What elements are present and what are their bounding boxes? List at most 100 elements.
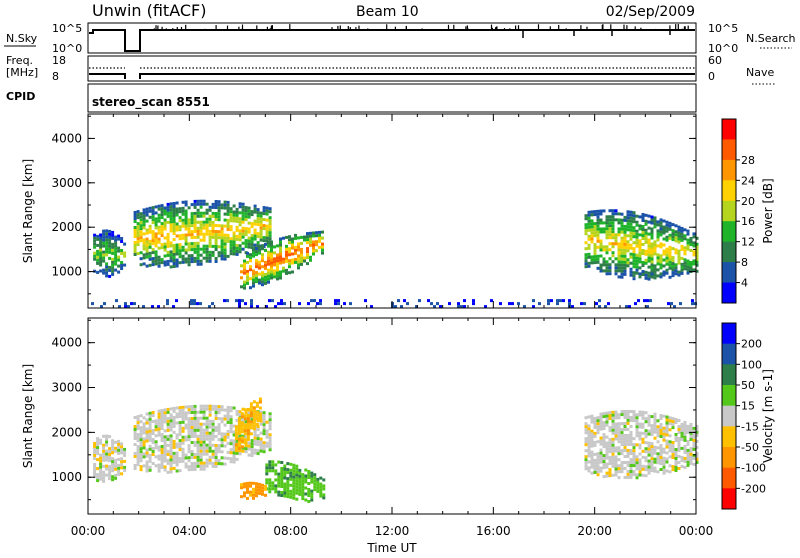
data-cell [280,302,283,306]
data-cell [262,423,266,427]
data-cell [205,244,209,248]
data-cell [247,239,251,243]
data-cell [172,259,176,262]
y-tick-label: 4000 [51,131,82,145]
data-cell [139,212,143,216]
data-cell [105,464,109,468]
data-cell [139,263,143,267]
data-cell [241,419,245,423]
data-cell [258,281,261,285]
data-cell [641,437,645,441]
data-cell [620,440,624,444]
data-cell [656,253,660,257]
data-cell [653,460,657,464]
data-cell [157,445,161,449]
data-cell [220,251,224,255]
data-cell [136,216,140,220]
data-cell [142,440,146,444]
data-cell [250,302,253,306]
data-cell [175,252,179,256]
data-cell [226,411,230,415]
data-cell [217,447,221,451]
data-cell [148,209,152,213]
data-cell [205,220,209,224]
data-cell [252,281,255,285]
data-cell [241,208,245,212]
data-cell [259,446,263,450]
data-cell [172,454,176,458]
data-cell [626,222,630,226]
data-cell [249,420,253,424]
data-cell [650,230,654,234]
freq-trace [89,73,695,79]
data-cell [247,215,251,219]
data-cell [596,416,600,420]
data-cell [181,414,185,418]
data-cell [115,299,118,303]
data-cell [568,299,571,303]
data-cell [265,441,269,445]
data-cell [196,410,200,414]
data-cell [584,226,588,230]
data-cell [276,253,279,257]
data-cell [595,302,598,306]
data-cell [193,205,197,209]
data-cell [584,229,588,233]
data-cell [270,273,273,277]
data-cell [247,212,251,216]
data-cell [650,445,654,449]
data-cell [205,464,209,468]
data-cell [229,246,233,250]
data-cell [276,262,279,266]
data-cell [175,433,179,437]
x-tick-label: 08:00 [273,524,308,538]
data-cell [611,212,615,216]
data-cell [148,251,152,255]
data-cell [590,219,594,223]
data-cell [163,245,167,249]
data-cell [193,259,197,263]
data-cell [617,212,621,216]
data-cell [641,455,645,459]
data-cell [306,262,309,266]
data-cell [249,268,252,272]
data-cell [602,466,606,470]
data-cell [587,427,591,431]
data-cell [190,429,194,432]
data-cell [683,432,687,436]
data-cell [306,241,309,245]
data-cell [133,431,137,434]
data-cell [163,468,167,472]
data-cell [313,479,317,483]
data-cell [285,235,288,239]
data-cell [223,417,227,421]
data-cell [111,448,115,452]
data-cell [105,232,109,236]
data-cell [145,252,149,256]
data-cell [120,237,124,240]
data-cell [623,413,627,416]
data-cell [547,302,550,306]
data-cell [160,436,164,439]
data-cell [593,470,597,474]
data-cell [608,468,612,472]
data-cell [262,444,266,448]
data-cell [267,271,270,275]
data-cell [148,465,152,469]
data-cell [641,216,645,219]
data-cell [310,471,314,475]
data-cell [268,490,272,494]
data-cell [668,440,672,444]
data-cell [683,246,687,250]
data-cell [139,450,143,454]
data-cell [602,260,606,264]
data-cell [102,449,106,453]
data-cell [635,419,639,423]
data-cell [264,281,267,285]
data-cell [247,230,251,234]
data-cell [611,461,615,465]
data-cell [184,414,188,418]
data-cell [244,302,247,306]
colorbar-segment [722,447,736,469]
data-cell [280,467,284,470]
